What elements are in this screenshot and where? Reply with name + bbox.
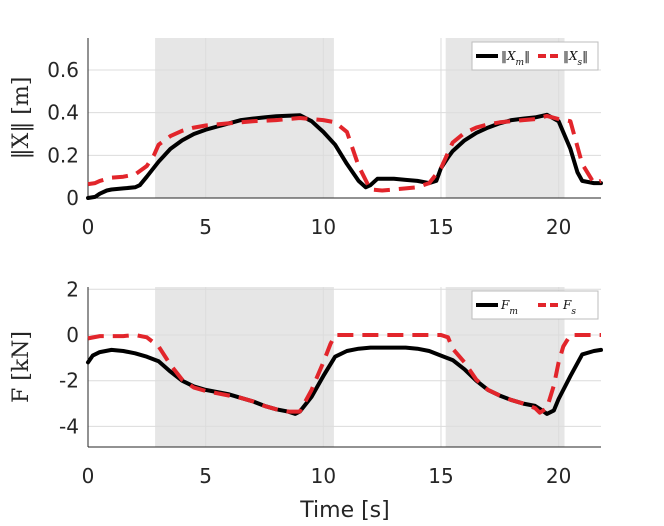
y-tick-label: 0 — [66, 186, 79, 210]
x-tick-label: 20 — [546, 464, 571, 488]
x-tick-label: 10 — [311, 464, 336, 488]
x-tick-label: 10 — [311, 215, 336, 239]
legend-label-1: Fm — [500, 298, 518, 317]
y-tick-label: -4 — [59, 414, 79, 438]
series-line-slave — [87, 333, 601, 415]
y-tick-label: 0 — [66, 323, 79, 347]
y-tick-label: 0.2 — [47, 143, 79, 167]
x-tick-label: 5 — [199, 464, 212, 488]
series-line-master — [86, 345, 603, 416]
x-tick-label: 15 — [428, 215, 453, 239]
x-tick-label: 5 — [199, 215, 212, 239]
top-plot-position-norm: 0 5 10 15 20 0 0.2 0.4 0.6 ‖X‖ [m] ‖Xm‖ ‖Xs‖ — [9, 38, 603, 239]
x-tick-label: 0 — [82, 215, 95, 239]
y-tick-label: -2 — [59, 369, 79, 393]
shaded-interval-1 — [155, 287, 334, 447]
legend-label-2: Fs — [562, 298, 576, 317]
x-tick-label: 20 — [546, 215, 571, 239]
x-tick-label: 0 — [82, 464, 95, 488]
y-axis-label: ‖X‖ [m] — [9, 77, 34, 160]
x-axis-label: Time [s] — [299, 498, 389, 523]
series-line-master — [86, 112, 603, 200]
series-line-slave — [87, 113, 602, 193]
legend-label-2: ‖Xs‖ — [563, 49, 588, 68]
y-tick-label: 2 — [66, 277, 79, 301]
legend-label-1: ‖Xm‖ — [501, 49, 530, 68]
y-axis-label: F [kN] — [9, 331, 34, 403]
y-tick-label: 0.4 — [47, 101, 79, 125]
x-tick-label: 15 — [428, 464, 453, 488]
y-tick-label: 0.6 — [47, 58, 79, 82]
